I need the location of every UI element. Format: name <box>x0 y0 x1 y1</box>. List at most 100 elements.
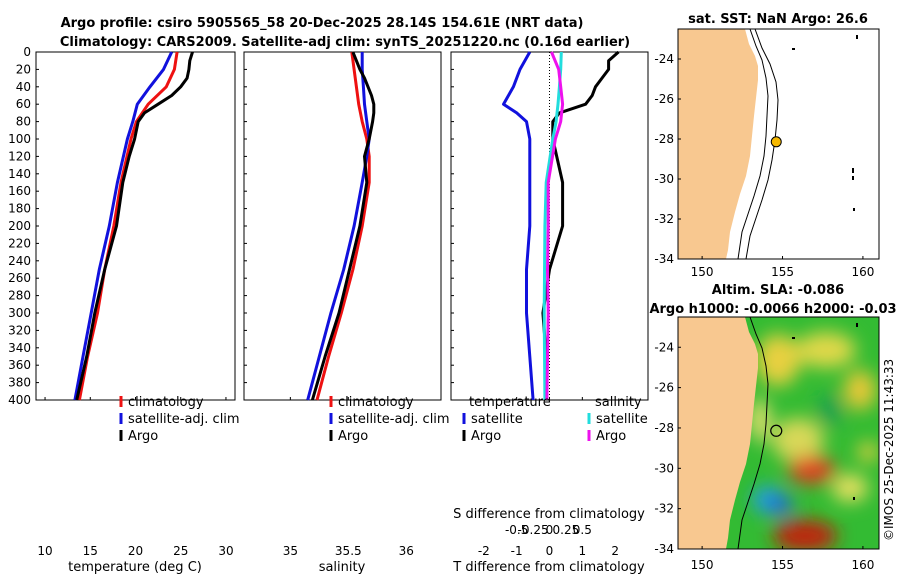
island <box>853 497 855 500</box>
depth-tick-label: 160 <box>8 184 31 198</box>
figure-title-line2: Climatology: CARS2009. Satellite-adj cli… <box>60 35 630 50</box>
sst-map-title: sat. SST: NaN Argo: 26.6 <box>688 12 868 27</box>
legend-label-t-argo: Argo <box>471 429 501 444</box>
legend-label-argo: Argo <box>128 429 158 444</box>
map-x-tick-label: 155 <box>771 558 794 572</box>
temperature-axes <box>35 51 236 401</box>
x-tick-label: 2 <box>611 544 619 558</box>
s-difference-label: S difference from climatology <box>453 507 645 522</box>
series-line-climatology <box>77 51 179 401</box>
x-tick-label: 35 <box>283 544 298 558</box>
temperature-xlabel: temperature (deg C) <box>68 560 202 575</box>
salinity-axes <box>243 51 442 401</box>
difference-x-ticks: -2 -1 0 1 2 <box>478 397 619 558</box>
map-y-tick-label: -24 <box>654 340 674 354</box>
depth-tick-label: 400 <box>8 393 31 407</box>
island <box>792 337 795 339</box>
depth-tick-label: 360 <box>8 358 31 372</box>
temperature-legend: climatology satellite-adj. clim Argo <box>119 395 240 444</box>
map-y-tick-label: -34 <box>654 252 674 266</box>
island <box>792 48 795 50</box>
depth-tick-labels: 0 20 40 60 80 100 120 140 160 180 200 220 240 260 280 3… <box>8 45 454 407</box>
series-line-satellite-adj-clim <box>73 51 174 401</box>
depth-tick-label: 40 <box>16 80 31 94</box>
legend-title-temperature: temperature <box>469 395 551 410</box>
salinity-legend: climatology satellite-adj. clim Argo <box>329 395 450 444</box>
map-x-tick-label: 150 <box>691 558 714 572</box>
sla-map-body <box>678 317 879 549</box>
land-mass <box>678 29 758 259</box>
x-tick-label: 30 <box>218 544 233 558</box>
x-tick-label: 36 <box>399 544 414 558</box>
x-tick-label: 1 <box>579 544 587 558</box>
depth-tick-label: 200 <box>8 219 31 233</box>
sst-map-ticks: 150 155 160 -24 -26 -28 -30 -32 -34 <box>654 52 874 279</box>
contour-line <box>737 29 769 259</box>
depth-tick-label: 0 <box>23 45 31 59</box>
depth-tick-label: 280 <box>8 289 31 303</box>
legend-label-climatology: climatology <box>128 395 204 410</box>
map-y-tick-label: -26 <box>654 381 674 395</box>
x-tick-label: 15 <box>83 544 98 558</box>
legend-title-salinity: salinity <box>595 395 642 410</box>
s-tick-label: 0.5 <box>573 523 592 537</box>
depth-tick-label: 120 <box>8 149 31 163</box>
difference-legend: temperature satellite Argo salinity sate… <box>462 395 648 444</box>
legend-label-t-satellite: satellite <box>471 412 523 427</box>
difference-series <box>502 50 620 401</box>
map-y-tick-label: -32 <box>654 502 674 516</box>
series-line-argo <box>310 51 376 401</box>
depth-tick-label: 100 <box>8 132 31 146</box>
depth-tick-label: 140 <box>8 167 31 181</box>
salinity-series <box>306 51 376 401</box>
x-tick-label: -1 <box>511 544 523 558</box>
legend-label-argo: Argo <box>338 429 368 444</box>
depth-tick-label: 60 <box>16 97 31 111</box>
map-x-tick-label: 160 <box>851 265 874 279</box>
series-line-temperature-satellite <box>502 51 535 401</box>
legend-label-s-satellite: satellite <box>596 412 648 427</box>
map-y-tick-label: -34 <box>654 542 674 556</box>
series-line-temperature-argo <box>541 50 620 400</box>
depth-tick-label: 320 <box>8 323 31 337</box>
contour-line <box>737 317 769 549</box>
s-tick-label: 0 <box>546 523 554 537</box>
x-tick-label: 35.5 <box>335 544 362 558</box>
depth-tick-label: 340 <box>8 341 31 355</box>
argo-float-marker <box>770 424 783 437</box>
depth-tick-label: 240 <box>8 254 31 268</box>
series-line-salinity-argo <box>545 51 565 401</box>
salinity-difference-ticks: -0.5-0.250 0.250.5 <box>505 523 592 537</box>
map-y-tick-label: -28 <box>654 132 674 146</box>
map-y-tick-label: -32 <box>654 212 674 226</box>
x-tick-label: 0 <box>546 544 554 558</box>
map-x-tick-label: 160 <box>851 558 874 572</box>
x-tick-label: 25 <box>173 544 188 558</box>
island <box>852 176 854 180</box>
difference-xlabel: T difference from climatology <box>452 560 645 575</box>
depth-tick-label: 180 <box>8 202 31 216</box>
island <box>856 35 858 39</box>
sla-map-frame <box>677 316 880 550</box>
island <box>853 208 855 211</box>
depth-tick-label: 380 <box>8 376 31 390</box>
land-mass <box>678 317 758 549</box>
sst-map-frame <box>677 28 880 260</box>
island <box>856 323 858 327</box>
island <box>852 168 854 173</box>
sla-map-title-line1: Altim. SLA: -0.086 <box>712 283 844 298</box>
map-x-tick-label: 150 <box>691 265 714 279</box>
temperature-x-ticks: 10 15 20 25 30 <box>37 397 234 558</box>
series-line-climatology <box>315 51 371 401</box>
series-line-argo <box>75 51 194 401</box>
imos-watermark: ©IMOS 25-Dec-2025 11:43:33 <box>882 359 896 541</box>
legend-label-satellite: satellite-adj. clim <box>128 412 240 427</box>
argo-float-marker <box>770 136 782 148</box>
sla-map-ticks: 150 155 160 -24 -26 -28 -30 -32 -34 <box>654 340 874 572</box>
figure-title-line1: Argo profile: csiro 5905565_58 20-Dec-20… <box>61 16 584 31</box>
depth-tick-label: 80 <box>16 115 31 129</box>
map-y-tick-label: -30 <box>654 172 674 186</box>
x-tick-label: 10 <box>37 544 52 558</box>
legend-label-satellite: satellite-adj. clim <box>338 412 450 427</box>
